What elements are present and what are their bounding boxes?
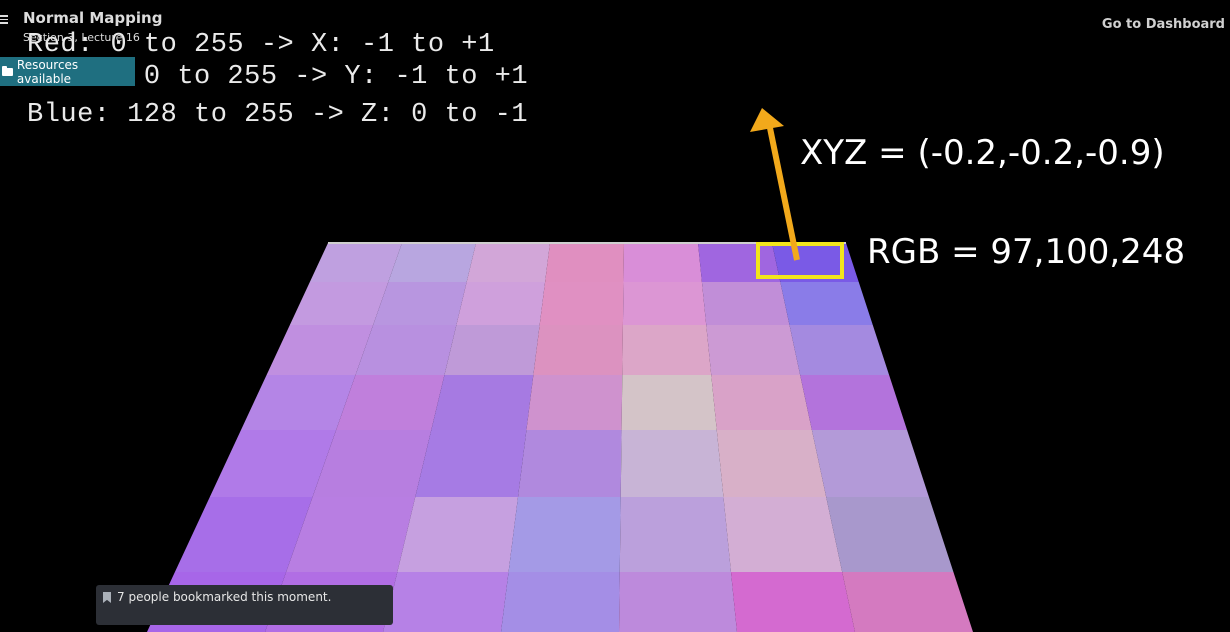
texture-tile (842, 572, 973, 632)
texture-tile (397, 497, 519, 572)
texture-tile (716, 430, 827, 497)
texture-tile (826, 497, 954, 572)
texture-tile (289, 282, 389, 325)
texture-tile (622, 282, 707, 325)
resources-button[interactable]: Resources available (0, 57, 135, 86)
bookmark-toast: 7 people bookmarked this moment. (96, 585, 393, 625)
texture-tile (444, 325, 540, 375)
arrow-head (750, 108, 784, 132)
texture-tile (533, 325, 623, 375)
texture-tile (620, 430, 724, 497)
bookmark-icon (103, 592, 111, 603)
texture-tile (800, 375, 908, 430)
texture-tile (309, 243, 402, 282)
texture-tile (266, 325, 374, 375)
rgb-label: RGB = 97,100,248 (867, 232, 1186, 272)
texture-tile (174, 497, 313, 572)
texture-tile (618, 572, 738, 632)
texture-tile (518, 430, 622, 497)
texture-tile (621, 375, 717, 430)
texture-tile (312, 430, 432, 497)
go-to-dashboard-link[interactable]: Go to Dashboard (1101, 17, 1225, 32)
texture-tile (723, 497, 843, 572)
texture-tile (508, 497, 621, 572)
texture-tile (456, 282, 546, 325)
texture-tile (780, 282, 873, 325)
arrow-line (767, 127, 800, 261)
texture-tile (383, 572, 509, 632)
texture-tile (388, 243, 476, 282)
folder-icon (2, 65, 13, 76)
texture-tile (701, 282, 790, 325)
lecture-subtitle: Section 3, Lecture 16 (23, 31, 140, 44)
resources-label: Resources available (16, 57, 79, 86)
texture-tile (789, 325, 890, 375)
menu-icon[interactable] (0, 15, 8, 24)
texture-tile (545, 243, 624, 282)
texture-tile (209, 430, 337, 497)
texture-tile (811, 430, 929, 497)
lecture-title: Normal Mapping (23, 9, 163, 27)
bookmark-text: 7 people bookmarked this moment. (117, 590, 332, 604)
texture-tile (286, 497, 416, 572)
texture-tile (336, 375, 445, 430)
texture-tile (373, 282, 467, 325)
texture-tile (355, 325, 457, 375)
texture-tile (622, 325, 712, 375)
texture-tile (730, 572, 856, 632)
texture-tile (415, 430, 527, 497)
texture-tile (711, 375, 812, 430)
texture-tile (619, 497, 731, 572)
texture-tile (240, 375, 356, 430)
texture-tile (539, 282, 624, 325)
mapping-line-red: Red: 0 to 255 -> X: -1 to +1 (27, 30, 495, 60)
texture-tile (500, 572, 620, 632)
texture-tile (623, 243, 702, 282)
texture-tile (526, 375, 623, 430)
mapping-line-blue: Blue: 128 to 255 -> Z: 0 to -1 (27, 100, 529, 130)
highlight-box (756, 242, 844, 279)
texture-tile (706, 325, 801, 375)
texture-tile (466, 243, 550, 282)
texture-tile (431, 375, 534, 430)
xyz-label: XYZ = (-0.2,-0.2,-0.9) (800, 133, 1165, 173)
